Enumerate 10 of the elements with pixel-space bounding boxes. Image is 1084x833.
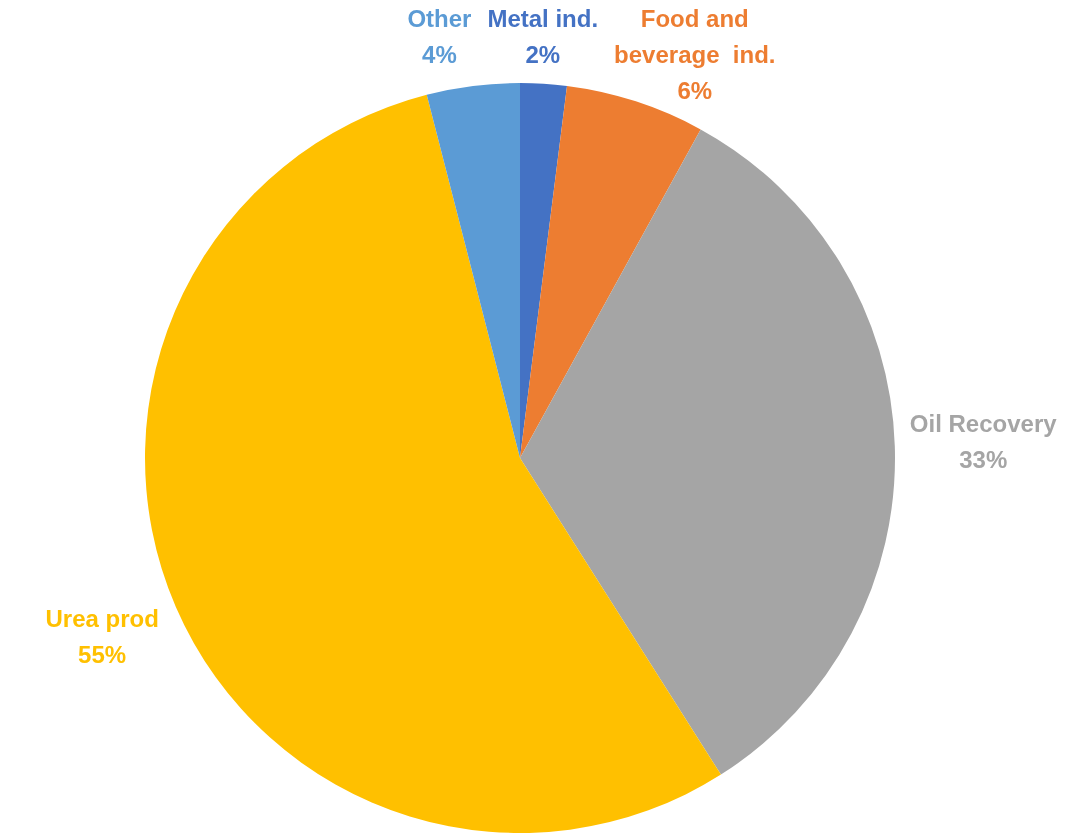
slice-label: Oil Recovery [909,410,1058,438]
data-label: 2% [525,40,561,68]
data-label: 4% [422,40,457,68]
slice-label: Other [407,4,472,32]
slice-label: Food and beverage ind. [614,4,776,68]
slice-label: Metal ind. [487,4,599,32]
data-label: 6% [677,76,713,104]
slice-label: Urea prod [45,605,159,633]
data-label: 33% [959,446,1008,474]
data-label: 55% [78,641,127,669]
